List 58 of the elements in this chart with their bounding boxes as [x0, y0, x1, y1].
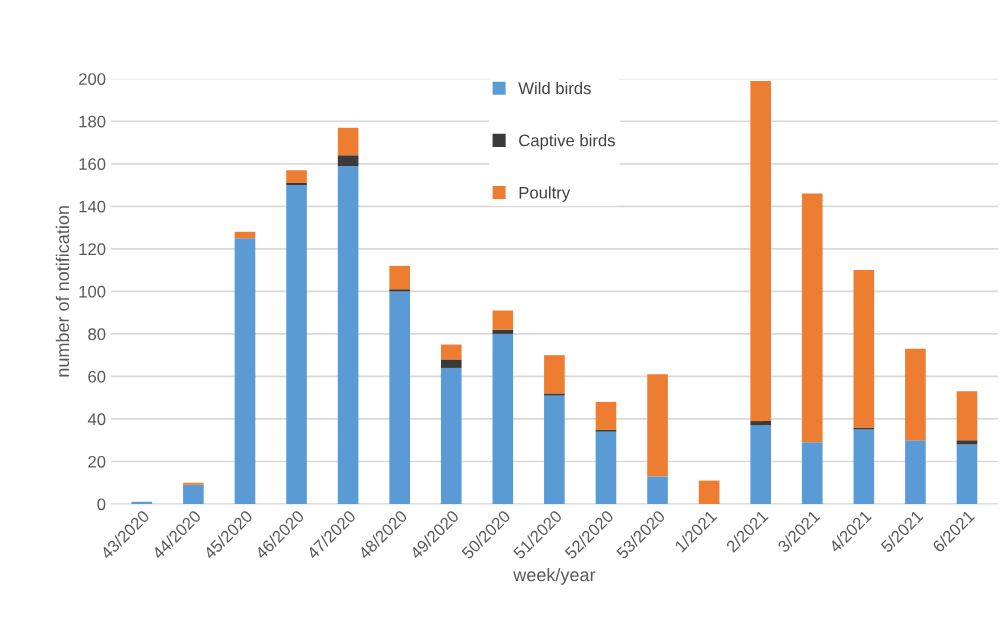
bar: [853, 427, 875, 430]
bar: [337, 155, 359, 166]
bar: [131, 501, 153, 504]
bar: [544, 395, 565, 504]
bar: [905, 440, 926, 504]
bar: [544, 393, 565, 396]
x-axis-title: week/year: [513, 568, 596, 585]
bar: [544, 355, 565, 394]
bar: [286, 185, 307, 504]
y-tick-label: 160: [79, 158, 106, 170]
y-tick-label: 120: [79, 243, 106, 256]
bar: [286, 182, 307, 186]
bar: [234, 238, 256, 504]
y-tick-label: 40: [87, 413, 106, 426]
bar: [956, 444, 978, 504]
bar: [750, 421, 771, 426]
bar: [286, 170, 307, 183]
bar: [492, 310, 514, 330]
bar: [389, 265, 410, 290]
bar: [905, 348, 926, 441]
bar: [440, 359, 462, 368]
bar: [389, 289, 410, 292]
y-tick-label: 100: [79, 285, 106, 298]
bar: [440, 344, 462, 360]
y-tick-label: 20: [88, 455, 106, 468]
bar: [853, 429, 875, 504]
bar: [440, 367, 462, 504]
y-tick-label: 80: [88, 328, 106, 341]
y-tick-label: 0: [97, 498, 106, 511]
bar: [183, 484, 204, 504]
legend-label: Poultry: [519, 186, 571, 202]
bar: [750, 425, 771, 504]
bar: [595, 401, 617, 430]
y-tick-label: 140: [79, 200, 106, 213]
bar: [492, 333, 514, 504]
bar: [389, 291, 410, 504]
bar: [801, 193, 823, 443]
bar: [698, 480, 720, 504]
legend-label: Captive birds: [519, 134, 615, 150]
bar: [337, 165, 359, 504]
bar: [183, 482, 204, 485]
legend-label: Wild birds: [518, 81, 591, 95]
y-tick-label: 180: [79, 115, 106, 128]
y-tick-label: 60: [88, 370, 106, 383]
bar: [956, 440, 978, 445]
bar: [492, 329, 514, 334]
bar: [234, 231, 256, 239]
y-tick-label: 200: [79, 73, 106, 85]
bar: [647, 476, 668, 504]
bar: [956, 391, 978, 441]
bar: [595, 429, 617, 432]
bar: [750, 80, 771, 422]
bar: [853, 270, 875, 428]
bar: [337, 127, 359, 156]
bar: [595, 431, 617, 504]
bar: [801, 442, 823, 504]
y-axis-title: number of notification: [55, 206, 70, 377]
bar: [647, 374, 668, 477]
